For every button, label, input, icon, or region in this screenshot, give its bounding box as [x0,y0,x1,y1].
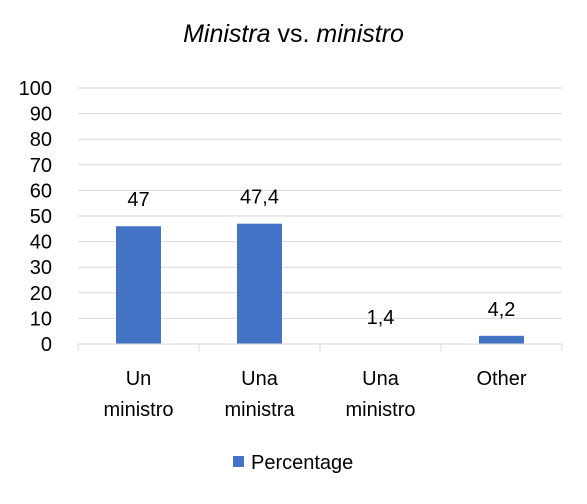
x-axis-tick-marks [77,344,563,351]
category-label-2-line-1: ministro [345,399,415,421]
y-tick-label-30: 30 [30,257,52,279]
legend-label-percentage: Percentage [251,452,353,474]
category-labels: Un ministro Una ministra Una ministro Other [103,368,526,421]
category-label-3-line-0: Other [476,368,526,390]
data-label-1: 47,4 [240,187,279,209]
data-label-2: 1,4 [367,307,395,329]
data-labels: 47 47,4 1,4 4,2 [127,187,515,329]
chart-title: Ministra vs. ministro [0,20,587,49]
bar-0 [116,226,161,344]
category-label-2-line-0: Una [362,368,400,390]
category-label-0-line-0: Un [126,368,152,390]
y-axis-ticks: 0 10 20 30 40 50 60 70 80 90 100 [19,78,52,356]
legend-swatch-percentage [233,456,244,467]
y-tick-label-40: 40 [30,232,52,254]
y-tick-label-60: 60 [30,180,52,202]
category-label-1-line-1: ministra [224,399,295,421]
y-tick-label-80: 80 [30,129,52,151]
bar-3 [479,335,524,344]
bar-1 [237,223,282,344]
y-tick-label-100: 100 [19,78,52,100]
category-label-0-line-1: ministro [103,399,173,421]
legend: Percentage [233,452,353,474]
y-tick-label-70: 70 [30,155,52,177]
category-label-1-line-0: Una [241,368,279,390]
y-tick-label-10: 10 [30,308,52,330]
y-tick-label-50: 50 [30,206,52,228]
chart-title-part3: ministro [316,20,404,48]
data-label-3: 4,2 [488,299,516,321]
y-tick-label-90: 90 [30,104,52,126]
data-label-0: 47 [127,189,149,211]
bars [116,223,524,344]
chart-title-part1: Ministra [183,20,271,48]
y-tick-label-0: 0 [41,334,52,356]
chart-title-part2: vs. [270,20,317,48]
y-tick-label-20: 20 [30,283,52,305]
